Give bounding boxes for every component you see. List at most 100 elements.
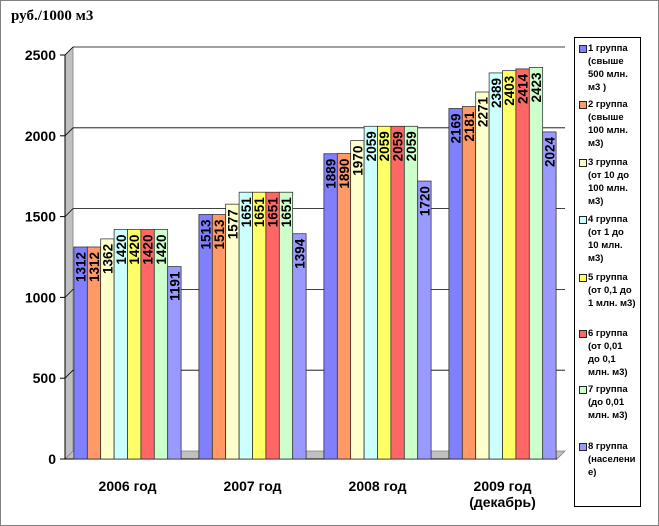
- legend-item: 4 группа (от 1 до 10 млн. м3): [579, 213, 641, 265]
- y-tick-label: 2000: [25, 128, 56, 144]
- legend-swatch: [579, 45, 587, 53]
- bar: [292, 233, 307, 460]
- bar-value-label: 2059: [404, 131, 419, 161]
- bar: [225, 203, 240, 460]
- bar: [323, 153, 338, 460]
- gridline-diagonal: [64, 127, 74, 137]
- legend-swatch: [579, 443, 587, 451]
- bar-value-label: 1191: [167, 271, 182, 301]
- gridline-diagonal: [64, 369, 74, 379]
- legend-item: 7 группа (до 0,01 млн. м3): [579, 383, 641, 422]
- x-category-label: 2008 год: [349, 478, 407, 494]
- bar-value-label: 1890: [337, 159, 352, 189]
- bar-value-label: 1720: [417, 186, 432, 216]
- bar: [515, 68, 530, 460]
- bar: [403, 125, 419, 460]
- bar: [488, 72, 503, 460]
- legend-label: 3 группа (от 10 до 100 млн. м3): [588, 157, 630, 207]
- legend-swatch: [579, 216, 587, 224]
- legend-item: 6 группа (от 0,01 до 0,1 млн. м3): [579, 327, 641, 379]
- legend-label: 8 группа (населени е): [588, 441, 636, 478]
- bar: [528, 67, 544, 460]
- bar-value-label: 2059: [391, 131, 406, 161]
- plot-side-wall: [64, 46, 74, 460]
- gridline-diagonal: [64, 46, 74, 56]
- bar-value-label: 2414: [516, 73, 531, 104]
- bar-value-label: 1362: [100, 244, 115, 274]
- bar: [265, 191, 280, 460]
- bar: [252, 191, 267, 460]
- x-category-label: 2007 год: [224, 478, 282, 494]
- legend-item: 8 группа (населени е): [579, 440, 641, 479]
- bar-value-label: 2059: [364, 131, 379, 161]
- bar: [350, 140, 365, 460]
- bar-value-label: 2181: [462, 111, 477, 142]
- bar-value-label: 1312: [74, 252, 89, 282]
- bar-value-label: 2271: [475, 97, 490, 128]
- legend-swatch: [579, 159, 587, 167]
- bar-value-label: 1651: [252, 197, 267, 228]
- y-tick-label: 1500: [25, 209, 56, 225]
- legend-swatch: [579, 386, 587, 394]
- bar: [336, 153, 352, 460]
- bar: [363, 125, 378, 460]
- x-category-label: 2009 год: [474, 478, 532, 494]
- bar-value-label: 1651: [239, 197, 254, 228]
- bar-value-label: 1394: [292, 238, 307, 269]
- bar: [542, 131, 557, 460]
- bar-value-label: 1312: [87, 252, 102, 282]
- y-tick-label: 500: [33, 370, 57, 386]
- legend-item: 3 группа (от 10 до 100 млн. м3): [579, 156, 641, 208]
- bar-value-label: 1420: [154, 235, 169, 265]
- legend-label: 7 группа (до 0,01 млн. м3): [588, 384, 628, 421]
- legend-label: 1 группа (свыше 500 млн. м3 ): [588, 43, 628, 93]
- bar: [238, 191, 253, 460]
- bar: [198, 214, 213, 460]
- legend-swatch: [579, 330, 587, 338]
- bar-value-label: 1420: [114, 235, 129, 265]
- bar: [377, 125, 392, 460]
- y-unit-label: руб./1000 м3: [11, 8, 94, 24]
- bar-value-label: 1513: [199, 219, 214, 250]
- bar-value-label: 1513: [212, 219, 227, 250]
- legend-label: 6 группа (от 0,01 до 0,1 млн. м3): [588, 328, 628, 378]
- bar: [461, 106, 477, 460]
- gridline-diagonal: [64, 289, 74, 298]
- bar-value-label: 1420: [141, 235, 156, 265]
- bar-value-label: 2423: [529, 72, 544, 103]
- legend-swatch: [579, 101, 587, 109]
- bar-value-label: 2169: [449, 113, 464, 143]
- bar: [390, 125, 405, 460]
- y-tick-label: 2500: [25, 47, 56, 63]
- bar-value-label: 1420: [127, 235, 142, 265]
- bar: [475, 91, 490, 460]
- bar-value-label: 1577: [225, 209, 240, 239]
- bar: [502, 70, 517, 460]
- x-category-label: 2006 год: [99, 478, 157, 494]
- legend-label: 4 группа (от 1 до 10 млн. м3): [588, 214, 628, 264]
- legend-label: 2 группа (свыше 100 млн. м3): [588, 99, 628, 149]
- bar: [448, 108, 463, 460]
- bar-value-label: 1889: [324, 159, 339, 189]
- bar-value-label: 2059: [377, 131, 392, 161]
- legend-item: 5 группа (от 0,1 до 1 млн. м3): [579, 271, 641, 310]
- bar-value-label: 2024: [542, 136, 557, 167]
- gridline-diagonal: [64, 208, 74, 217]
- bar-value-label: 1651: [279, 197, 294, 228]
- legend-item: 2 группа (свыше 100 млн. м3): [579, 98, 641, 150]
- plot-back-wall: [73, 47, 565, 451]
- bar: [211, 214, 227, 460]
- bar-value-label: 2403: [502, 75, 517, 106]
- bar-value-label: 1651: [266, 197, 281, 228]
- x-category-label: (декабрь): [469, 494, 536, 510]
- bar: [278, 191, 294, 460]
- bar-value-label: 2389: [489, 78, 504, 108]
- legend-swatch: [579, 274, 587, 282]
- legend-label: 5 группа (от 0,1 до 1 млн. м3): [588, 272, 636, 309]
- y-tick-label: 1000: [25, 289, 56, 305]
- bar: [167, 266, 182, 460]
- bar: [417, 180, 432, 460]
- y-tick-label: 0: [48, 451, 56, 467]
- bar-value-label: 1970: [350, 146, 365, 176]
